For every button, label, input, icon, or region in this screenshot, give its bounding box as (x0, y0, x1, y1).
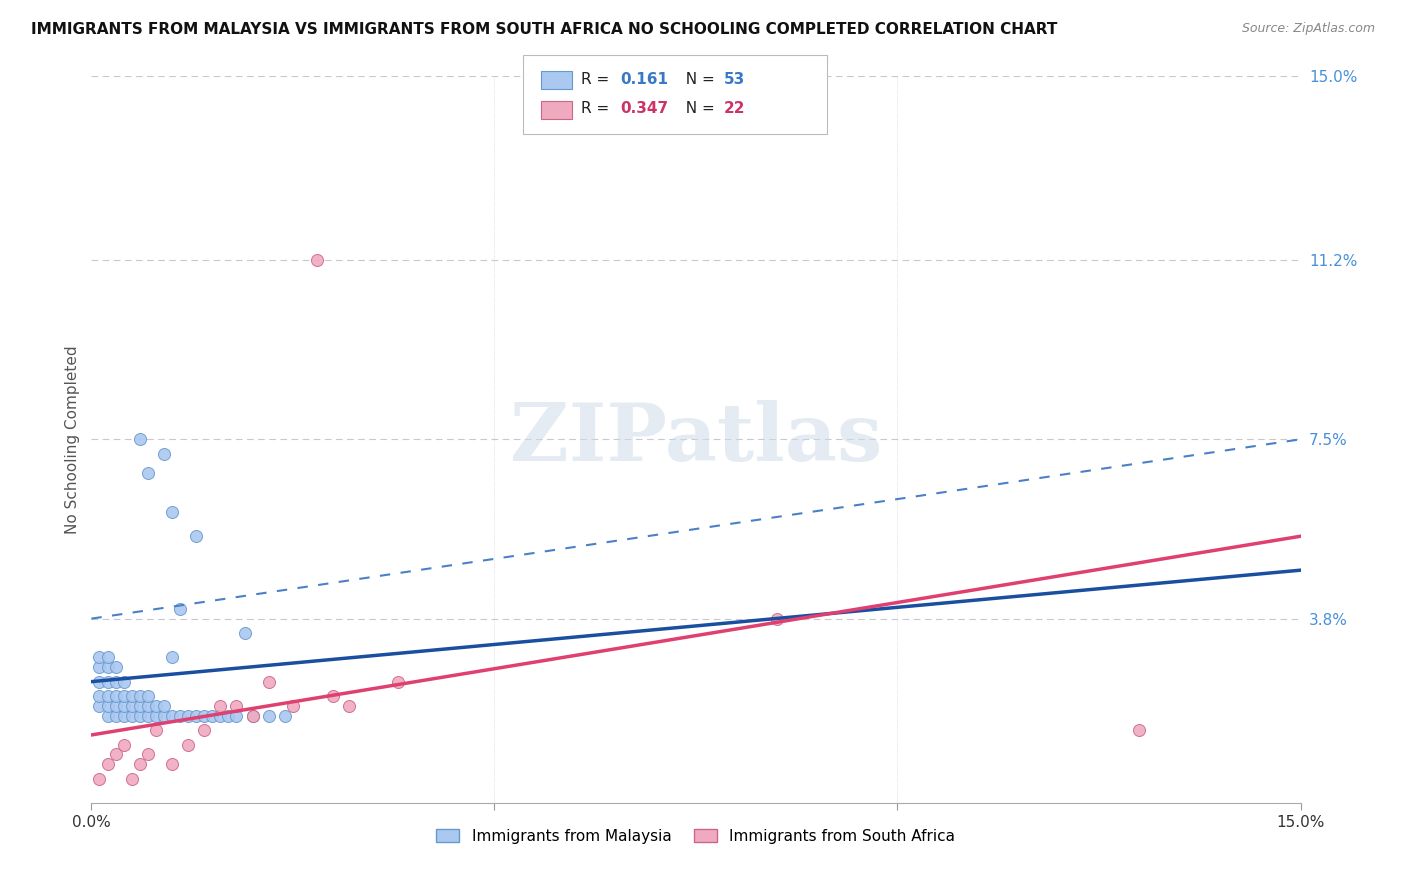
Point (128, 708, 150, 723)
Point (145, 723, 167, 737)
Point (104, 674, 127, 689)
Point (96, 689, 118, 703)
Text: 22: 22 (724, 102, 745, 116)
Point (169, 708, 191, 723)
Point (322, 689, 344, 703)
Point (307, 252, 329, 267)
Point (96, 674, 118, 689)
Point (186, 708, 208, 723)
Point (145, 708, 167, 723)
Point (160, 650, 183, 665)
Point (89, 650, 111, 665)
Point (112, 708, 135, 723)
Point (96, 650, 118, 665)
Point (136, 708, 159, 723)
Point (233, 626, 256, 640)
Point (242, 708, 264, 723)
Point (217, 708, 239, 723)
Legend: Immigrants from Malaysia, Immigrants from South Africa: Immigrants from Malaysia, Immigrants fro… (430, 822, 962, 850)
Point (160, 505, 183, 519)
Point (96, 660, 118, 674)
Point (128, 757, 150, 772)
Point (387, 674, 409, 689)
Text: N =: N = (676, 72, 720, 87)
Point (136, 747, 159, 762)
Text: R =: R = (581, 72, 614, 87)
Point (112, 689, 135, 703)
Point (96, 708, 118, 723)
Point (186, 529, 208, 543)
Point (169, 602, 191, 616)
Text: R =: R = (581, 102, 614, 116)
Point (201, 708, 224, 723)
Point (257, 708, 280, 723)
Point (112, 738, 135, 752)
Point (112, 674, 135, 689)
Point (121, 689, 143, 703)
Point (104, 747, 127, 762)
Point (136, 689, 159, 703)
Point (153, 447, 176, 461)
Point (89, 772, 111, 786)
Point (242, 708, 264, 723)
Point (193, 723, 215, 737)
Point (89, 698, 111, 713)
Text: IMMIGRANTS FROM MALAYSIA VS IMMIGRANTS FROM SOUTH AFRICA NO SCHOOLING COMPLETED : IMMIGRANTS FROM MALAYSIA VS IMMIGRANTS F… (31, 22, 1057, 37)
Point (274, 708, 297, 723)
Point (145, 698, 167, 713)
Point (153, 708, 176, 723)
Point (121, 772, 143, 786)
Point (225, 698, 247, 713)
Point (209, 698, 232, 713)
Point (153, 698, 176, 713)
Text: ZIPatlas: ZIPatlas (510, 401, 882, 478)
Y-axis label: No Schooling Completed: No Schooling Completed (65, 345, 80, 533)
Point (96, 757, 118, 772)
Point (104, 660, 127, 674)
Text: 0.161: 0.161 (620, 72, 668, 87)
Point (136, 698, 159, 713)
Point (104, 698, 127, 713)
Point (1128, 723, 1150, 737)
Point (281, 698, 304, 713)
Point (121, 698, 143, 713)
Point (257, 674, 280, 689)
Text: N =: N = (676, 102, 720, 116)
Point (96, 698, 118, 713)
Point (128, 698, 150, 713)
Point (177, 738, 200, 752)
Point (104, 708, 127, 723)
Text: 0.347: 0.347 (620, 102, 668, 116)
Point (337, 698, 360, 713)
Point (128, 432, 150, 446)
Point (121, 708, 143, 723)
Point (89, 689, 111, 703)
Point (112, 698, 135, 713)
Point (104, 689, 127, 703)
Point (209, 708, 232, 723)
Text: 53: 53 (724, 72, 745, 87)
Point (177, 708, 200, 723)
Point (89, 674, 111, 689)
Point (765, 612, 787, 626)
Point (136, 467, 159, 481)
Point (225, 708, 247, 723)
Point (160, 708, 183, 723)
Point (160, 757, 183, 772)
Point (89, 660, 111, 674)
Point (128, 689, 150, 703)
Text: Source: ZipAtlas.com: Source: ZipAtlas.com (1241, 22, 1375, 36)
Point (193, 708, 215, 723)
